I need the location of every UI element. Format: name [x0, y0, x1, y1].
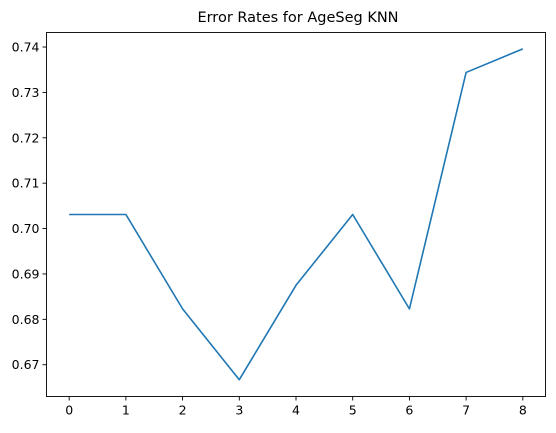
x-tick-label: 1: [122, 403, 130, 418]
x-tick-label: 6: [405, 403, 413, 418]
y-tick-label: 0.73: [12, 85, 40, 100]
plot-area: 0 1 2 3 4 5 6 7 8 0.67 0.68 0.69 0.70 0.71 0.72 0.73 0.7…: [12, 33, 546, 418]
y-tick-label: 0.72: [12, 130, 40, 145]
x-tick-label: 0: [65, 403, 73, 418]
x-tick-label: 5: [349, 403, 357, 418]
x-tick-label: 2: [179, 403, 187, 418]
x-tick-label: 3: [235, 403, 243, 418]
x-tick-label: 4: [292, 403, 300, 418]
y-tick-label: 0.71: [12, 176, 40, 191]
series-line: [69, 49, 523, 380]
x-tick-label: 8: [519, 403, 527, 418]
y-tick-label: 0.70: [12, 221, 40, 236]
y-tick-label: 0.69: [12, 266, 40, 281]
y-tick-label: 0.74: [12, 40, 40, 55]
y-tick-label: 0.68: [12, 312, 40, 327]
x-tick-label: 7: [462, 403, 470, 418]
chart-title: Error Rates for AgeSeg KNN: [197, 10, 398, 26]
y-tick-label: 0.67: [12, 357, 40, 372]
